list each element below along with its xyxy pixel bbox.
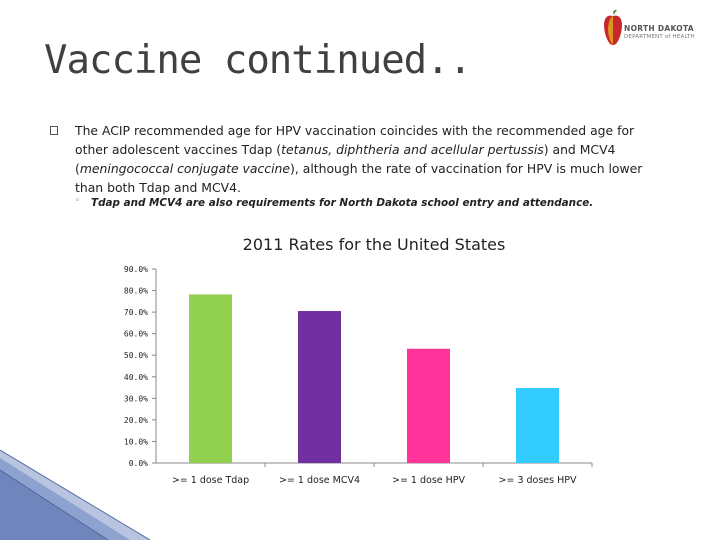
y-tick-label: 90.0% <box>124 265 148 274</box>
bar <box>516 387 559 463</box>
y-tick-label: 30.0% <box>124 394 148 403</box>
logo-text-line1: NORTH DAKOTA <box>624 24 694 33</box>
y-tick-label: 70.0% <box>124 308 148 317</box>
bar <box>407 348 450 463</box>
logo-text-line2: DEPARTMENT of HEALTH <box>624 34 695 40</box>
x-tick-label: >= 3 doses HPV <box>499 475 577 486</box>
x-tick-label: >= 1 dose Tdap <box>172 475 249 486</box>
y-tick-label: 0.0% <box>129 459 148 468</box>
y-tick-label: 10.0% <box>124 437 148 446</box>
y-tick-label: 60.0% <box>124 330 148 339</box>
bullet-text-mcv4-expansion: meningococcal conjugate vaccine <box>79 161 291 176</box>
bullet-text: The ACIP recommended age for HPV vaccina… <box>75 121 665 197</box>
bar <box>189 294 232 463</box>
bullet-marker <box>50 126 58 135</box>
nd-health-logo: NORTH DAKOTA DEPARTMENT of HEALTH <box>602 8 714 50</box>
bullet-text-tdap-expansion: tetanus, diphtheria and acellular pertus… <box>281 142 544 157</box>
corner-decoration <box>0 450 150 540</box>
bullet-text-part-3: ) and MCV4 ( <box>75 142 616 176</box>
apple-logo-icon <box>604 9 622 45</box>
bullet-text-part-5: ), although the rate of vaccination for … <box>75 161 643 195</box>
y-tick-label: 80.0% <box>124 287 148 296</box>
y-tick-label: 20.0% <box>124 416 148 425</box>
y-tick-label: 40.0% <box>124 373 148 382</box>
bar <box>298 311 341 463</box>
bullet-text-part-1: The ACIP recommended age for HPV vaccina… <box>75 123 635 157</box>
slide-title: Vaccine continued.. <box>44 38 472 83</box>
sub-bullet-marker: ◦ <box>75 196 81 206</box>
x-tick-label: >= 1 dose HPV <box>392 475 466 486</box>
sub-bullet-text: Tdap and MCV4 are also requirements for … <box>91 197 594 209</box>
chart-title: 2011 Rates for the United States <box>243 235 506 254</box>
x-tick-label: >= 1 dose MCV4 <box>279 475 360 486</box>
y-tick-label: 50.0% <box>124 351 148 360</box>
